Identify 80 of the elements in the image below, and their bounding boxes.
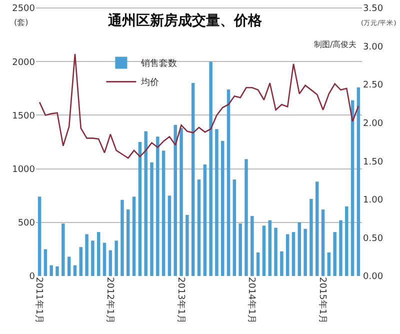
bar: [310, 198, 313, 276]
x-tick-label: 2011年1月: [34, 277, 45, 324]
bar: [191, 83, 195, 276]
bar: [226, 89, 230, 276]
x-tick-label: 2014年1月: [246, 277, 258, 324]
bar: [244, 159, 248, 276]
y-axis-title: (套): [14, 18, 28, 27]
bar: [274, 228, 278, 276]
bar: [91, 240, 94, 276]
y-tick-label: 1500: [12, 111, 36, 122]
bar: [180, 128, 183, 276]
bar: [186, 214, 189, 276]
y-tick-label: 2000: [12, 58, 36, 68]
bar: [162, 150, 166, 276]
bar: [315, 182, 319, 276]
bar: [215, 129, 218, 276]
bar: [321, 210, 325, 276]
bar: [209, 62, 212, 276]
bar: [102, 242, 106, 276]
bar: [262, 226, 266, 276]
bar: [339, 220, 342, 276]
bar: [138, 142, 142, 276]
bar: [44, 249, 48, 276]
bar: [62, 223, 65, 276]
bar: [56, 266, 59, 276]
annotation: 制图/高俊夫: [314, 40, 357, 49]
y-tick-label: 0: [29, 272, 36, 282]
bar: [67, 256, 71, 276]
bar: [38, 196, 42, 276]
y2-tick-label: 3.50: [363, 4, 384, 14]
chart-title: 通州区新房成交量、价格: [107, 12, 263, 29]
bar: [356, 87, 360, 276]
bar: [79, 247, 83, 276]
legend-label: 均价: [140, 77, 160, 88]
bar: [144, 131, 148, 276]
bar: [350, 100, 354, 276]
bar: [126, 210, 130, 276]
bar: [256, 252, 260, 276]
y2-tick-label: 0.00: [363, 272, 384, 282]
bar: [298, 222, 302, 276]
bar: [280, 251, 284, 276]
y2-tick-label: 1.50: [363, 157, 384, 168]
y2-tick-label: 2.50: [363, 80, 384, 91]
bar: [73, 265, 77, 276]
y2-tick-label: 0.50: [363, 234, 384, 244]
y2-tick-label: 2.00: [363, 119, 384, 130]
bar: [132, 196, 136, 276]
x-tick-label: 2012年1月: [104, 277, 116, 324]
bar: [232, 180, 236, 276]
bar: [150, 162, 154, 276]
bar: [197, 180, 201, 276]
legend-label: 销售套数: [140, 58, 178, 70]
bar: [221, 140, 224, 276]
y2-tick-label: 3.00: [363, 42, 384, 52]
bar: [85, 234, 88, 276]
bar: [50, 265, 53, 276]
bar: [156, 136, 160, 276]
y-tick-label: 500: [18, 218, 36, 229]
bar: [304, 228, 307, 276]
bar: [268, 220, 272, 276]
bar: [238, 223, 242, 276]
y-tick-label: 1000: [12, 164, 36, 175]
bar: [327, 252, 331, 276]
y2-tick-label: 1.00: [363, 196, 384, 206]
bar: [108, 250, 112, 276]
bar: [250, 216, 254, 276]
bar: [174, 124, 177, 276]
bar: [345, 206, 348, 276]
bar: [114, 240, 118, 276]
bar: [203, 164, 207, 276]
bar: [292, 232, 296, 276]
y-tick-label: 2500: [12, 4, 36, 14]
line-series: [38, 53, 360, 159]
x-tick-label: 2015年1月: [317, 277, 328, 324]
bar: [120, 200, 124, 276]
bar: [168, 196, 172, 276]
bar: [286, 234, 290, 276]
x-tick-label: 2013年1月: [175, 277, 186, 324]
bar: [96, 232, 100, 276]
bar: [333, 232, 336, 276]
